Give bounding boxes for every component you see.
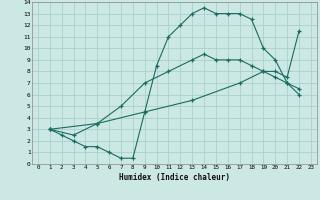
X-axis label: Humidex (Indice chaleur): Humidex (Indice chaleur) xyxy=(119,173,230,182)
